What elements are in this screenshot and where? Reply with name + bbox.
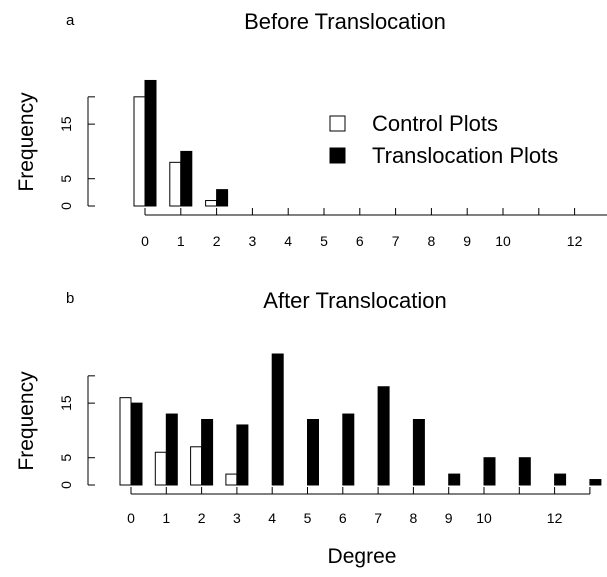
legend-label-translocation: Translocation Plots [372,143,558,168]
x-tick-label: 1 [177,233,185,249]
bar-translocation [236,424,249,486]
chart-title-before: Before Translocation [244,9,446,34]
bar-translocation [307,419,319,486]
y-tick-label: 0 [58,202,74,210]
x-tick-label: 4 [268,510,276,526]
x-tick-label: 5 [304,510,312,526]
bar-translocation [412,419,425,486]
x-tick-label: 9 [463,233,471,249]
legend-swatch-control [329,115,346,132]
bar-translocation [144,79,157,207]
x-tick-label: 1 [162,510,170,526]
x-tick-label: 8 [428,233,436,249]
legend-label-control: Control Plots [372,111,498,136]
x-tick-label: 12 [567,233,583,249]
x-tick-label: 2 [198,510,206,526]
y-tick-label: 15 [58,116,74,132]
x-axis-after: 0 1 2 3 4 5 6 7 8 9 10 12 [127,487,591,526]
bar-translocation [483,457,496,486]
chart-title-after: After Translocation [263,288,446,313]
bar-translocation [130,402,143,486]
bars-after [119,353,602,486]
bar-control [169,161,182,207]
bar-translocation [589,479,602,486]
bar-control [190,446,203,486]
bar-translocation [518,457,531,486]
bar-control [205,200,218,207]
y-tick-label: 0 [58,481,74,489]
panel-label-a: a [66,12,75,29]
x-tick-label: 7 [392,233,400,249]
bar-control [119,397,132,486]
panel-after-translocation: b After Translocation Frequency Degree 0… [15,288,602,568]
legend-swatch-translocation [329,147,346,164]
x-tick-label: 10 [495,233,511,249]
x-tick-label: 3 [233,510,241,526]
x-tick-label: 0 [127,510,135,526]
bar-translocation [180,150,193,207]
x-tick-label: 7 [374,510,382,526]
x-tick-label: 0 [141,233,149,249]
x-tick-label: 9 [445,510,453,526]
x-tick-label: 2 [213,233,221,249]
x-tick-label: 6 [339,510,347,526]
legend: Control Plots Translocation Plots [329,111,558,168]
x-tick-label: 4 [284,233,292,249]
y-axis-after: 0 5 15 [58,375,95,489]
bar-control [133,96,146,207]
bar-translocation [216,189,229,207]
x-axis-title-degree: Degree [328,545,397,568]
y-axis-title-after: Frequency [15,371,38,471]
bar-control [225,473,238,486]
x-tick-label: 6 [356,233,364,249]
bar-translocation [377,386,390,486]
x-tick-label: 8 [410,510,418,526]
bar-translocation [554,473,567,486]
x-tick-label: 10 [476,510,492,526]
bar-translocation [271,353,284,486]
bar-translocation [201,419,214,486]
bar-translocation [342,413,355,486]
y-tick-label: 15 [58,395,74,411]
panel-label-b: b [66,290,74,307]
bar-translocation [448,473,461,486]
y-axis-title-before: Frequency [15,92,38,192]
y-tick-label: 5 [58,454,74,462]
x-tick-label: 5 [320,233,328,249]
bars-before [133,79,229,207]
bar-control [154,451,167,486]
y-axis-before: 0 5 15 [58,96,95,210]
x-axis-before: 0 1 2 3 4 5 6 7 8 9 10 12 [141,208,607,249]
x-tick-label: 12 [547,510,563,526]
y-tick-label: 5 [58,175,74,183]
bar-translocation [165,413,178,486]
panel-before-translocation: a Before Translocation Frequency Control… [15,9,607,249]
x-tick-label: 3 [249,233,257,249]
